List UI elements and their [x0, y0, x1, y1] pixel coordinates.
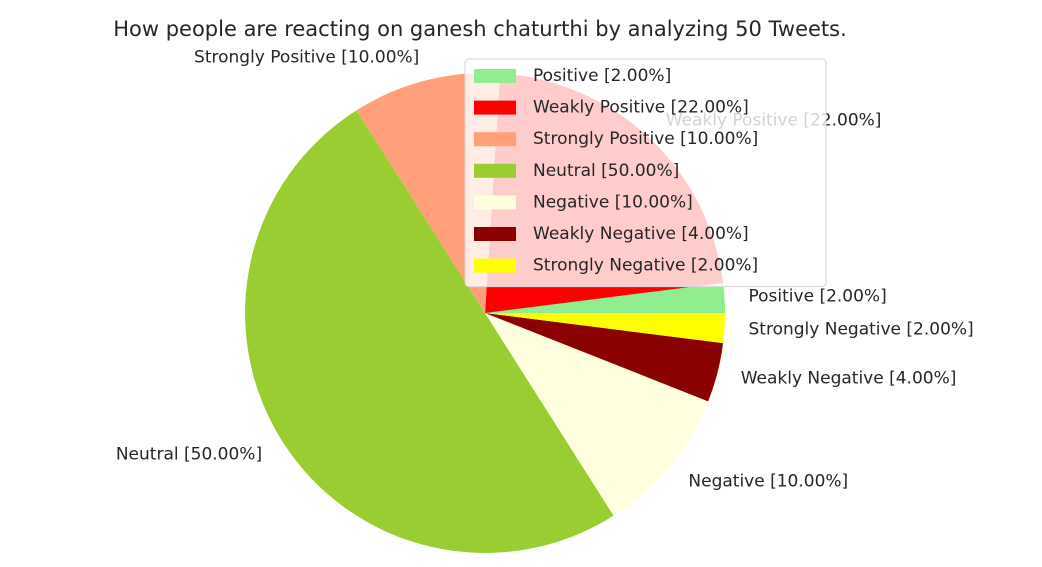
legend-swatch	[474, 69, 516, 83]
pie-slice	[485, 313, 725, 344]
legend-label: Weakly Negative [4.00%]	[533, 224, 749, 244]
legend-label: Weakly Positive [22.00%]	[533, 98, 749, 118]
slice-label: Weakly Negative [4.00%]	[741, 369, 957, 389]
legend-frame	[464, 58, 827, 288]
pie-slice	[485, 282, 725, 313]
pie-slice	[485, 313, 724, 402]
pie-slice	[485, 313, 709, 516]
legend-swatch	[474, 100, 516, 115]
slice-label: Strongly Negative [2.00%]	[749, 320, 974, 340]
slice-label: Strongly Positive [10.00%]	[194, 47, 419, 67]
legend-swatch	[474, 163, 516, 178]
slice-label: Negative [10.00%]	[688, 471, 848, 491]
legend-swatch	[474, 227, 516, 241]
legend-label: Strongly Positive [10.00%]	[533, 129, 758, 149]
legend-label: Negative [10.00%]	[533, 192, 693, 212]
legend: Positive [2.00%] Weakly Positive [22.00%]…	[464, 58, 827, 288]
slice-label: Positive [2.00%]	[749, 286, 887, 306]
legend-swatch	[474, 195, 516, 210]
pie-slice-labels: Positive [2.00%] Weakly Positive [22.00%]…	[116, 47, 974, 491]
legend-swatch	[474, 258, 516, 273]
pie-slice	[245, 110, 614, 553]
legend-swatch	[474, 132, 516, 147]
legend-label: Strongly Negative [2.00%]	[533, 256, 758, 276]
legend-label: Positive [2.00%]	[533, 66, 671, 86]
chart-title: How people are reacting on ganesh chatur…	[113, 17, 847, 41]
legend-label: Neutral [50.00%]	[533, 161, 679, 181]
slice-label: Neutral [50.00%]	[116, 445, 262, 465]
pie-slice	[356, 72, 501, 313]
